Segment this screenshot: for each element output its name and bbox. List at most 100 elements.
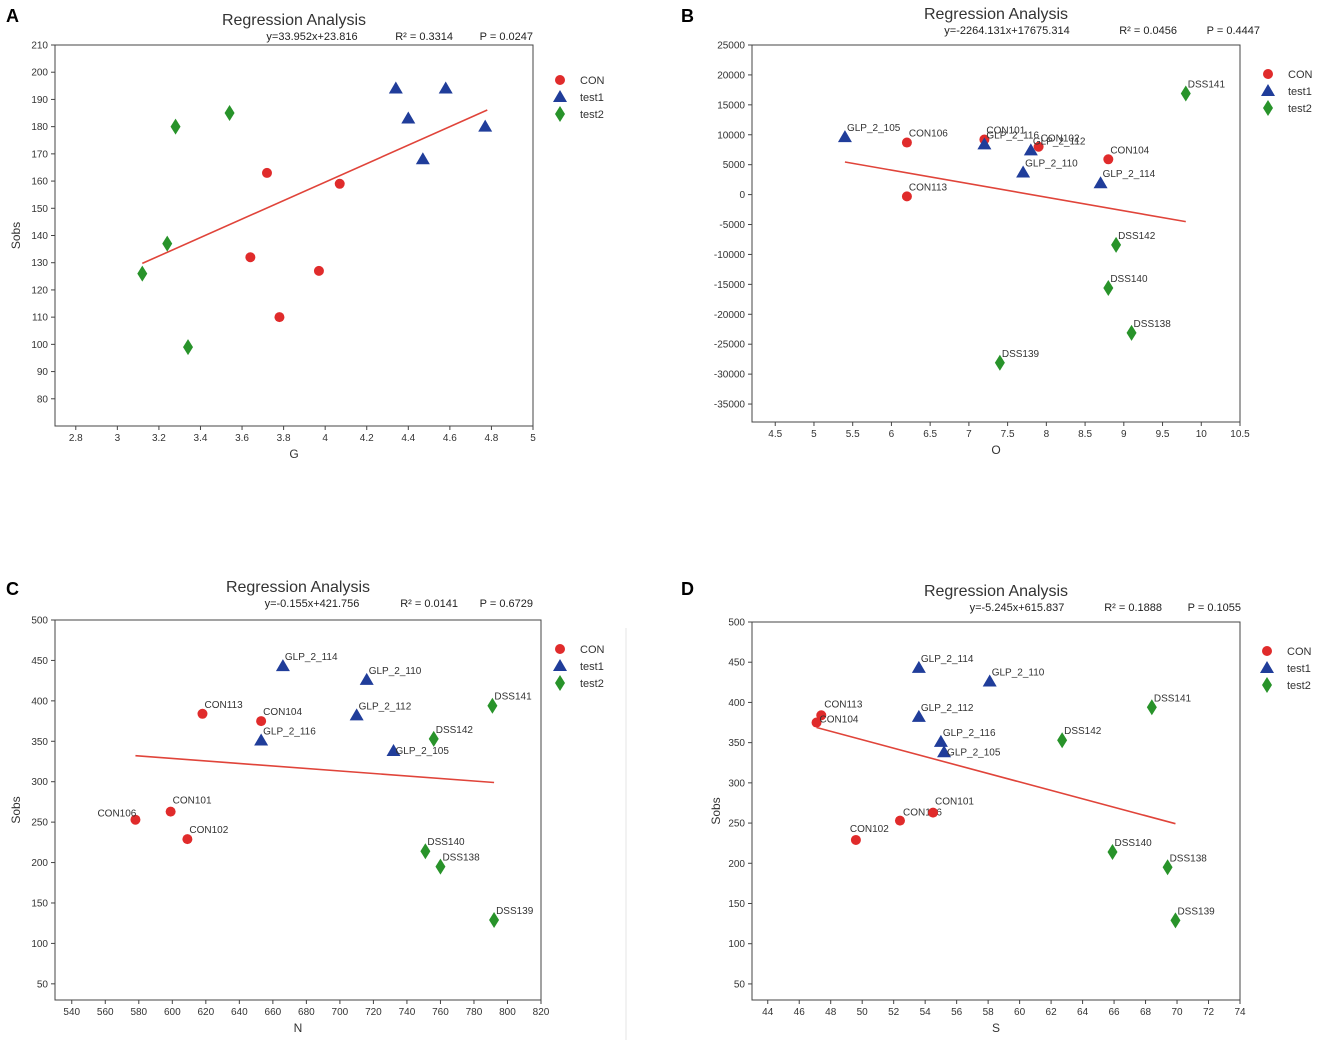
x-tick-label: 4.6 (443, 433, 457, 444)
x-tick-label: 4.8 (484, 433, 498, 444)
y-tick-label: -35000 (714, 400, 746, 411)
point-test2 (137, 265, 148, 282)
panel-c: C Regression Analysis y=-0.155x+421.756 R² … (6, 579, 605, 1035)
point-test1 (275, 659, 290, 672)
panel-a: A Regression Analysis y=33.952x+23.816 R² =… (6, 6, 605, 461)
y-tick-label: -10000 (714, 250, 746, 261)
x-tick-label: 44 (762, 1007, 774, 1018)
point-label: GLP_2_112 (359, 701, 412, 712)
point-label: GLP_2_114 (285, 652, 338, 663)
point-label: GLP_2_110 (992, 668, 1045, 679)
y-tick-label: 180 (31, 122, 48, 133)
x-tick-label: 3.2 (152, 433, 166, 444)
y-tick-label: 15000 (717, 100, 745, 111)
point-test1 (386, 743, 401, 756)
x-tick-label: 56 (951, 1007, 963, 1018)
x-axis-label: G (289, 447, 298, 461)
point-test2 (170, 118, 181, 135)
point-test1 (911, 660, 926, 673)
x-tick-label: 720 (365, 1007, 382, 1018)
legend-label: test1 (1288, 86, 1312, 98)
y-tick-label: 50 (734, 979, 746, 990)
legend-label: test1 (1287, 663, 1311, 675)
point-label: CON102 (850, 824, 889, 835)
x-axis-label: S (992, 1021, 1000, 1035)
x-tick-label: 58 (983, 1007, 995, 1018)
point-label: GLP_2_114 (921, 654, 974, 665)
point-con (928, 807, 939, 818)
point-label: DSS142 (1118, 231, 1156, 242)
point-test2 (1103, 279, 1114, 296)
legend-label: test2 (580, 678, 604, 690)
x-tick-label: 820 (533, 1007, 550, 1018)
point-label: GLP_2_110 (369, 666, 422, 677)
x-tick-label: 8 (1044, 429, 1050, 440)
point-test1 (415, 152, 430, 165)
point-label: DSS140 (427, 837, 465, 848)
x-tick-label: 62 (1046, 1007, 1058, 1018)
y-tick-label: 25000 (717, 41, 745, 52)
x-tick-label: 9 (1121, 429, 1127, 440)
x-tick-label: 4.2 (360, 433, 374, 444)
chart-title: Regression Analysis (222, 12, 366, 29)
point-test1 (977, 137, 992, 150)
point-con (894, 815, 905, 826)
x-tick-label: 680 (298, 1007, 315, 1018)
x-tick-label: 4.5 (768, 429, 782, 440)
x-tick-label: 660 (265, 1007, 282, 1018)
point-test2 (162, 235, 173, 252)
y-tick-label: 150 (728, 899, 745, 910)
legend-label: CON (1287, 646, 1312, 658)
p-value: P = 0.4447 (1207, 25, 1260, 37)
y-tick-label: 350 (728, 738, 745, 749)
legend-label: test2 (1288, 103, 1312, 115)
point-label: DSS140 (1114, 838, 1152, 849)
point-test1 (933, 734, 948, 747)
point-test2 (489, 911, 500, 928)
x-tick-label: 7.5 (1001, 429, 1015, 440)
y-tick-label: 130 (31, 258, 48, 269)
point-label: GLP_2_114 (1103, 169, 1156, 180)
point-label: CON101 (173, 796, 212, 807)
point-test1 (438, 81, 453, 94)
x-tick-label: 10 (1196, 429, 1208, 440)
point-label: CON101 (986, 126, 1025, 137)
x-tick-label: 54 (920, 1007, 932, 1018)
legend-marker-con (1263, 69, 1273, 79)
y-tick-label: -30000 (714, 370, 746, 381)
panel-letter: D (681, 579, 694, 599)
y-tick-label: 300 (728, 778, 745, 789)
point-label: DSS140 (1110, 274, 1148, 285)
point-test2 (224, 105, 235, 122)
y-tick-label: 80 (37, 394, 49, 405)
point-test1 (401, 111, 416, 124)
y-tick-label: 100 (31, 939, 48, 950)
point-label: DSS138 (1134, 319, 1172, 330)
x-tick-label: 760 (432, 1007, 449, 1018)
r-squared: R² = 0.0141 (400, 598, 458, 610)
panel-letter: C (6, 579, 19, 599)
regression-line (141, 109, 488, 265)
point-con (901, 137, 912, 148)
point-con (850, 834, 861, 845)
r-squared: R² = 0.3314 (395, 31, 453, 43)
plot-frame (54, 44, 534, 427)
point-label: CON106 (97, 809, 136, 820)
point-con (1033, 141, 1044, 152)
x-tick-label: 48 (825, 1007, 837, 1018)
point-test1 (1093, 176, 1108, 189)
point-test1 (837, 130, 852, 143)
point-label: CON102 (1041, 134, 1080, 145)
legend-label: test2 (580, 109, 604, 121)
x-tick-label: 70 (1171, 1007, 1183, 1018)
chart-title: Regression Analysis (924, 583, 1068, 600)
y-tick-label: 160 (31, 177, 48, 188)
x-tick-label: 600 (164, 1007, 181, 1018)
point-con (274, 312, 285, 323)
y-tick-label: 50 (37, 979, 49, 990)
panel-letter: A (6, 6, 19, 26)
legend-marker-con (1262, 646, 1272, 656)
point-test2 (487, 697, 498, 714)
x-tick-label: 74 (1234, 1007, 1246, 1018)
